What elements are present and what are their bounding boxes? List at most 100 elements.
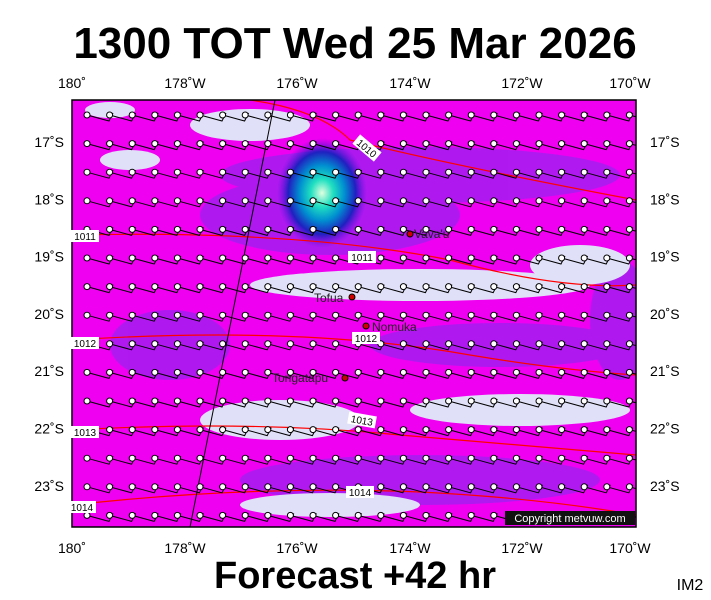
latitude-label: 17˚S [650,134,680,150]
station [377,283,385,291]
station [219,340,227,348]
isobar-label-box [347,411,377,429]
station [286,454,294,462]
station [445,168,453,176]
station [128,283,136,291]
station [219,225,227,233]
station [603,197,611,205]
station [354,454,362,462]
station [332,140,340,148]
station [625,254,633,262]
station [467,397,475,405]
station [490,254,498,262]
station [83,254,91,262]
station [512,140,520,148]
station [535,397,543,405]
station [173,140,181,148]
station [128,340,136,348]
station [128,511,136,519]
station [377,454,385,462]
latitude-label: 21˚S [34,363,64,379]
station [467,140,475,148]
station [467,340,475,348]
station [467,111,475,119]
station [151,140,159,148]
station [399,197,407,205]
station [286,283,294,291]
image-code: IM2 [677,577,704,594]
station [377,426,385,434]
station [106,111,114,119]
station [445,340,453,348]
station [332,454,340,462]
station [603,340,611,348]
station [580,225,588,233]
station [558,454,566,462]
isobar-label: 1014 [71,503,94,514]
station [332,197,340,205]
station [490,225,498,233]
station [377,254,385,262]
station [196,340,204,348]
station [535,483,543,491]
isobar-label-group: 1012 [71,337,99,350]
station [173,197,181,205]
station [173,483,181,491]
station [196,397,204,405]
station [512,168,520,176]
station [173,283,181,291]
station [399,368,407,376]
station [354,111,362,119]
station [580,454,588,462]
station [83,454,91,462]
station [558,168,566,176]
station [580,368,588,376]
station [603,283,611,291]
station [422,168,430,176]
station [173,168,181,176]
station [173,426,181,434]
station [625,197,633,205]
station [332,225,340,233]
station [467,511,475,519]
station [603,140,611,148]
latitude-label: 20˚S [34,306,64,322]
station [512,225,520,233]
station [535,283,543,291]
station [512,111,520,119]
latitude-label: 17˚S [34,134,64,150]
longitude-label: 180˚ [58,75,86,91]
station [490,397,498,405]
station [558,311,566,319]
place-label: Vava'u [414,227,449,241]
station [309,140,317,148]
station [219,111,227,119]
station [196,254,204,262]
station [106,483,114,491]
latitude-label: 20˚S [650,306,680,322]
station [173,254,181,262]
station [490,140,498,148]
station [535,311,543,319]
station [445,311,453,319]
station [173,397,181,405]
station [286,311,294,319]
station [83,140,91,148]
station [264,225,272,233]
station [83,168,91,176]
station [558,426,566,434]
station [490,197,498,205]
station [151,483,159,491]
station [422,311,430,319]
station [332,340,340,348]
station [264,397,272,405]
station [354,197,362,205]
station [354,283,362,291]
station [264,283,272,291]
station [196,454,204,462]
isobar-label-group: 1011 [71,230,99,243]
station [512,426,520,434]
station [445,140,453,148]
station [558,225,566,233]
